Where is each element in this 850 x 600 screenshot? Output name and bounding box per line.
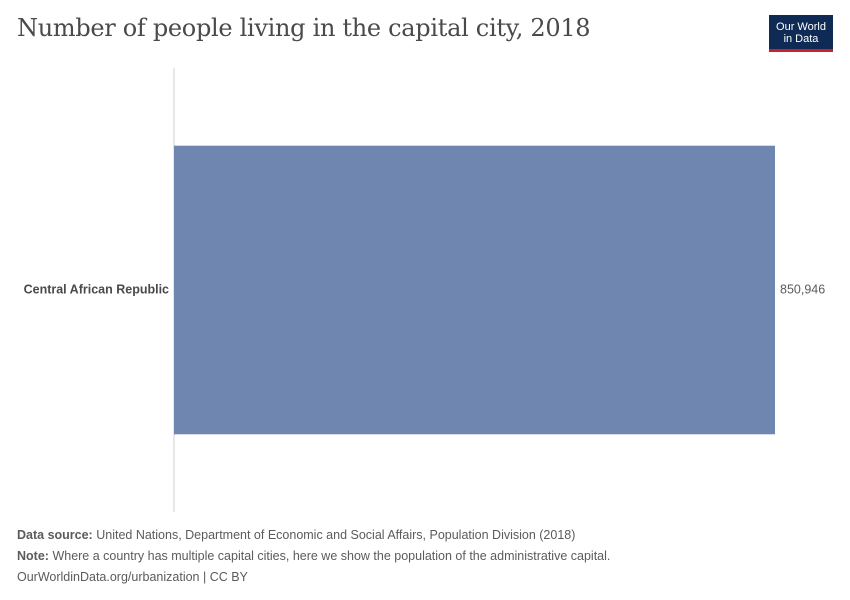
- bar[interactable]: [174, 145, 775, 435]
- bar-chart: Central African Republic 850,946: [24, 68, 825, 512]
- value-label: 850,946: [780, 282, 825, 296]
- data-source: Data source: United Nations, Department …: [17, 528, 575, 542]
- logo-line-2: in Data: [783, 33, 819, 45]
- category-label: Central African Republic: [24, 282, 169, 296]
- chart-note: Note: Where a country has multiple capit…: [17, 549, 610, 563]
- logo-line-1: Our World: [776, 21, 826, 33]
- data-source-label: Data source:: [17, 528, 93, 542]
- note-label: Note:: [17, 549, 49, 563]
- source-url[interactable]: OurWorldinData.org/urbanization | CC BY: [17, 570, 248, 584]
- chart-title: Number of people living in the capital c…: [17, 14, 591, 42]
- owid-logo[interactable]: Our World in Data: [769, 15, 833, 52]
- note-text: Where a country has multiple capital cit…: [52, 549, 611, 563]
- data-source-text[interactable]: United Nations, Department of Economic a…: [96, 528, 576, 542]
